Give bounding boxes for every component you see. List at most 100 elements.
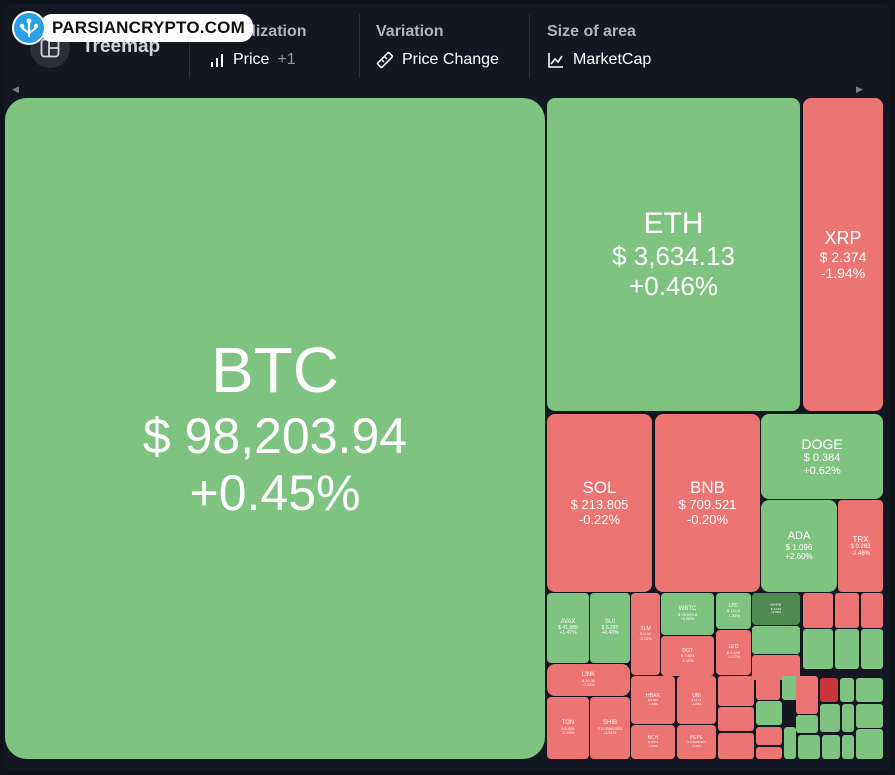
tile-minor[interactable] — [756, 747, 782, 759]
tile-minor[interactable] — [796, 676, 818, 714]
tile-price: $ 9.616 — [726, 649, 741, 655]
tile-trx[interactable]: TRX $ 0.263 -2.46% — [838, 500, 883, 592]
tile-eth[interactable]: ETH $ 3,634.13 +0.46% — [547, 98, 800, 411]
tile-doge[interactable]: DOGE $ 0.384 +0.62% — [761, 414, 883, 499]
variation-select[interactable]: Price Change — [376, 51, 499, 69]
tile-minor[interactable] — [718, 733, 754, 759]
toolbar-divider — [189, 14, 190, 78]
tile-minor[interactable] — [835, 629, 859, 669]
tile-ton[interactable]: TON $ 5.658 -0.48% — [547, 697, 589, 759]
tile-change: -0.48% — [561, 730, 575, 736]
tile-minor[interactable] — [820, 678, 838, 702]
scroll-right-icon[interactable]: ▶ — [856, 84, 863, 94]
tile-price: $ 469.9 — [647, 740, 658, 745]
tile-minor[interactable] — [752, 655, 800, 680]
tile-minor[interactable] — [756, 727, 782, 745]
visualization-select[interactable]: Price +1 — [209, 51, 296, 69]
tile-price: $ 0.00002303 — [597, 725, 623, 731]
tile-minor[interactable] — [718, 676, 754, 706]
scroll-left-icon[interactable]: ◀ — [12, 84, 19, 94]
tile-minor[interactable] — [752, 626, 800, 654]
tile-change: -1.51% — [603, 730, 617, 736]
tile-minor[interactable] — [835, 593, 859, 628]
tile-sol[interactable]: SOL $ 213.805 -0.22% — [547, 414, 652, 592]
tile-shib[interactable]: SHIB $ 0.00002303 -1.51% — [590, 697, 630, 759]
tile-avax[interactable]: AVAX $ 41.895 +1.47% — [547, 593, 589, 663]
tile-dot[interactable]: DOT $ 7.829 -1.10% — [661, 636, 714, 676]
tile-minor[interactable] — [856, 678, 883, 702]
tile-minor[interactable] — [842, 735, 854, 759]
tile-price: $ 24.53 — [770, 606, 781, 611]
bar-chart-icon — [211, 54, 223, 67]
tile-minor[interactable] — [822, 735, 840, 759]
tile-minor[interactable] — [718, 707, 754, 731]
visualization-extra-count: +1 — [277, 51, 296, 68]
tile-change: -1.63% — [648, 701, 658, 706]
tile-price: $ 3,634.13 — [612, 240, 735, 271]
tile-price: $ 1.096 — [785, 543, 813, 553]
tile-price: $ 2.374 — [819, 248, 867, 265]
tile-link[interactable]: LINK $ 22.34 -0.14% — [547, 664, 630, 696]
tile-minor[interactable] — [820, 704, 840, 732]
tile-change: -0.20% — [686, 511, 729, 527]
tile-symbol: HYPE — [770, 602, 782, 608]
tile-symbol: AVAX — [560, 618, 576, 625]
size-select[interactable]: MarketCap — [547, 51, 651, 69]
tile-minor[interactable] — [782, 676, 800, 700]
tile-change: -1.23% — [648, 743, 658, 748]
tile-symbol: ETH — [643, 207, 704, 241]
tile-price: $ 0.44 — [639, 631, 652, 637]
tile-symbol: DOGE — [801, 435, 843, 452]
tile-minor[interactable] — [861, 629, 883, 669]
tile-ada[interactable]: ADA $ 1.096 +2.60% — [761, 500, 837, 592]
tile-price: $ 115.6 — [726, 608, 741, 614]
variation-value: Price Change — [402, 51, 499, 68]
tile-price: $ 5.297 — [601, 624, 619, 631]
tile-minor[interactable] — [856, 704, 883, 728]
tile-pepe[interactable]: PEPE $ 0.00001854 -1.36% — [677, 725, 716, 759]
tile-hype[interactable]: HYPE $ 24.53 +6.58% — [752, 593, 800, 625]
tile-minor[interactable] — [756, 676, 780, 700]
tile-minor[interactable] — [840, 678, 854, 702]
tile-ltc[interactable]: LTC $ 115.6 -1.33% — [716, 593, 751, 629]
tile-symbol: LEO — [728, 644, 739, 651]
tile-minor[interactable] — [842, 704, 854, 732]
parsiancrypto-logo-icon — [12, 11, 46, 45]
tile-symbol: LINK — [581, 671, 596, 678]
tile-minor[interactable] — [798, 735, 820, 759]
tile-uni[interactable]: UNI $ 14.21 -1.60% — [677, 676, 716, 724]
tile-xlm[interactable]: XLM $ 0.44 -3.19% — [631, 593, 660, 675]
tile-price: $ 22.34 — [581, 677, 596, 683]
tile-wbtc[interactable]: WBTC $ 98,003.8 +0.60% — [661, 593, 714, 635]
tile-minor[interactable] — [803, 629, 833, 669]
tile-minor[interactable] — [756, 701, 782, 725]
tile-bch[interactable]: BCH $ 469.9 -1.23% — [631, 725, 675, 759]
tile-minor[interactable] — [856, 729, 883, 759]
tile-change: +2.60% — [785, 552, 813, 562]
tile-symbol: WBTC — [678, 605, 697, 612]
tile-price: $ 213.805 — [570, 496, 629, 512]
tile-btc[interactable]: BTC $ 98,203.94 +0.45% — [5, 98, 545, 759]
tile-hbar[interactable]: HBAR $ 0.303 -1.63% — [631, 676, 675, 724]
tile-symbol: XRP — [824, 228, 862, 249]
tile-price: $ 0.384 — [803, 451, 841, 464]
tile-change: -0.22% — [578, 511, 621, 527]
tile-change: -0.14% — [582, 682, 595, 688]
tile-leo[interactable]: LEO $ 9.616 -0.17% — [716, 630, 751, 675]
tile-symbol: TRX — [852, 534, 869, 544]
tile-symbol: LTC — [728, 602, 739, 609]
tile-price: $ 14.21 — [691, 698, 702, 703]
tile-minor[interactable] — [803, 593, 833, 628]
tile-minor[interactable] — [861, 593, 883, 628]
tile-symbol: BTC — [211, 334, 339, 407]
tile-change: +0.43% — [601, 630, 619, 637]
tile-minor[interactable] — [796, 715, 818, 733]
tile-bnb[interactable]: BNB $ 709.521 -0.20% — [655, 414, 760, 592]
tile-price: $ 0.303 — [647, 698, 658, 703]
tile-change: -1.36% — [691, 743, 702, 748]
tile-minor[interactable] — [784, 727, 796, 759]
tile-price: $ 98,003.8 — [678, 611, 697, 617]
tile-price: $ 41.895 — [558, 624, 578, 631]
tile-sui[interactable]: SUI $ 5.297 +0.43% — [590, 593, 630, 663]
tile-xrp[interactable]: XRP $ 2.374 -1.94% — [803, 98, 883, 411]
